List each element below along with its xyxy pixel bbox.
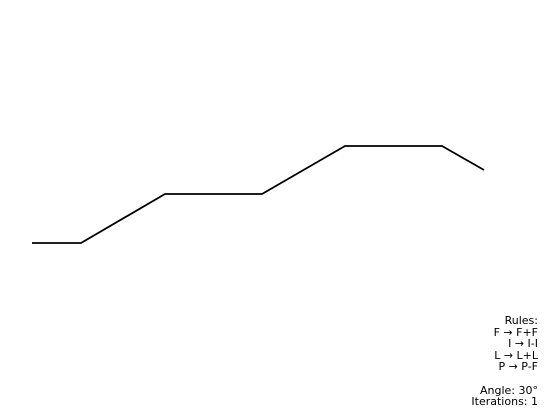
rule-line: P → P-F xyxy=(498,360,538,374)
spacer xyxy=(471,373,538,385)
rule-line: I → I-I xyxy=(508,337,538,351)
iterations-label: Iterations: 1 xyxy=(471,395,538,409)
info-panel: Rules: F → F+F I → I-I L → L+L P → P-F A… xyxy=(471,315,538,408)
turtle-path-line xyxy=(32,145,485,244)
rule-line: F → F+F xyxy=(493,325,538,339)
rule-line: L → L+L xyxy=(494,348,538,362)
rules-heading: Rules: xyxy=(504,314,538,327)
angle-label: Angle: 30° xyxy=(479,383,538,397)
